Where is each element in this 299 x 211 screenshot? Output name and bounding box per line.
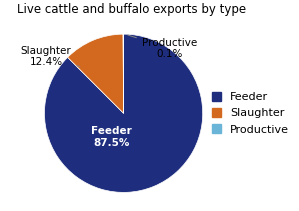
Text: Productive
0.1%: Productive 0.1% (128, 35, 197, 59)
Text: Feeder
87.5%: Feeder 87.5% (91, 126, 132, 148)
Legend: Feeder, Slaughter, Productive: Feeder, Slaughter, Productive (208, 88, 294, 139)
Text: Slaughter
12.4%: Slaughter 12.4% (21, 46, 80, 67)
Title: Live cattle and buffalo exports by type: Live cattle and buffalo exports by type (17, 3, 246, 16)
Wedge shape (68, 34, 123, 113)
Wedge shape (45, 34, 203, 192)
